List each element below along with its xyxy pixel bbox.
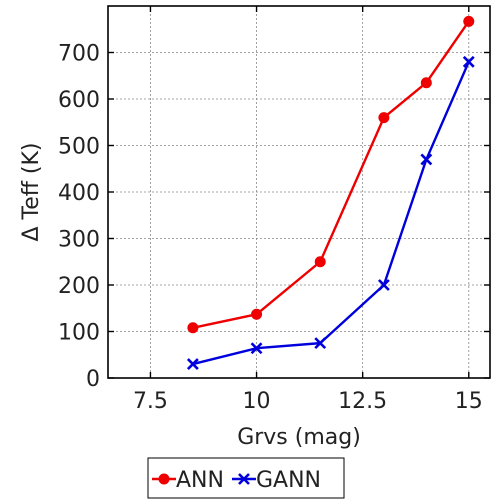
legend-marker (158, 473, 170, 485)
ann-point (314, 256, 326, 268)
x-marker-stroke (186, 358, 199, 370)
y-tick-label: 600 (58, 88, 100, 113)
x-marker-stroke (377, 279, 390, 291)
x-tick-label: 15 (455, 389, 483, 414)
y-tick-label: 300 (58, 228, 100, 253)
gann-point (377, 279, 390, 291)
x-marker-stroke (314, 337, 327, 350)
ann-point (378, 112, 390, 124)
legend-item-ann: ANN (152, 468, 224, 493)
x-marker-stroke (250, 342, 263, 355)
x-tick-label: 7.5 (133, 389, 168, 414)
y-tick-label: 0 (86, 367, 100, 392)
gann-point (420, 153, 433, 166)
y-axis-label: Δ Teff (K) (19, 142, 44, 241)
x-axis-label: Grvs (mag) (237, 425, 361, 450)
series-gann (186, 55, 475, 370)
legend-label: GANN (256, 468, 321, 493)
ann-point (251, 308, 263, 320)
legend-item-gann: GANN (231, 468, 321, 493)
ann-point (187, 322, 199, 334)
x-tick-label: 10 (243, 389, 271, 414)
legend-label: ANN (176, 468, 224, 493)
y-tick-label: 400 (58, 181, 100, 206)
y-tick-label: 700 (58, 42, 100, 67)
series-ann (187, 15, 475, 334)
gann-point (462, 55, 475, 68)
x-marker-stroke (238, 473, 250, 485)
ann-point (463, 15, 475, 27)
x-marker-stroke (462, 55, 475, 68)
x-tick-label: 12.5 (338, 389, 387, 414)
x-marker-stroke (420, 153, 433, 166)
y-tick-label: 200 (58, 274, 100, 299)
gann-point (314, 337, 327, 350)
y-tick-label: 100 (58, 321, 100, 346)
grid (108, 6, 490, 379)
series-group (186, 15, 475, 370)
gann-line (192, 61, 470, 366)
gann-point (250, 342, 263, 355)
legend: ANN GANN (147, 457, 345, 499)
gann-point (186, 358, 199, 370)
ann-point (420, 77, 432, 89)
axis-ticks: 0 100 200 300 400 500 600 700 7.5 10 12.5 15 (58, 6, 490, 414)
ann-line (192, 20, 470, 329)
y-tick-label: 500 (58, 135, 100, 160)
legend-marker (238, 473, 250, 485)
